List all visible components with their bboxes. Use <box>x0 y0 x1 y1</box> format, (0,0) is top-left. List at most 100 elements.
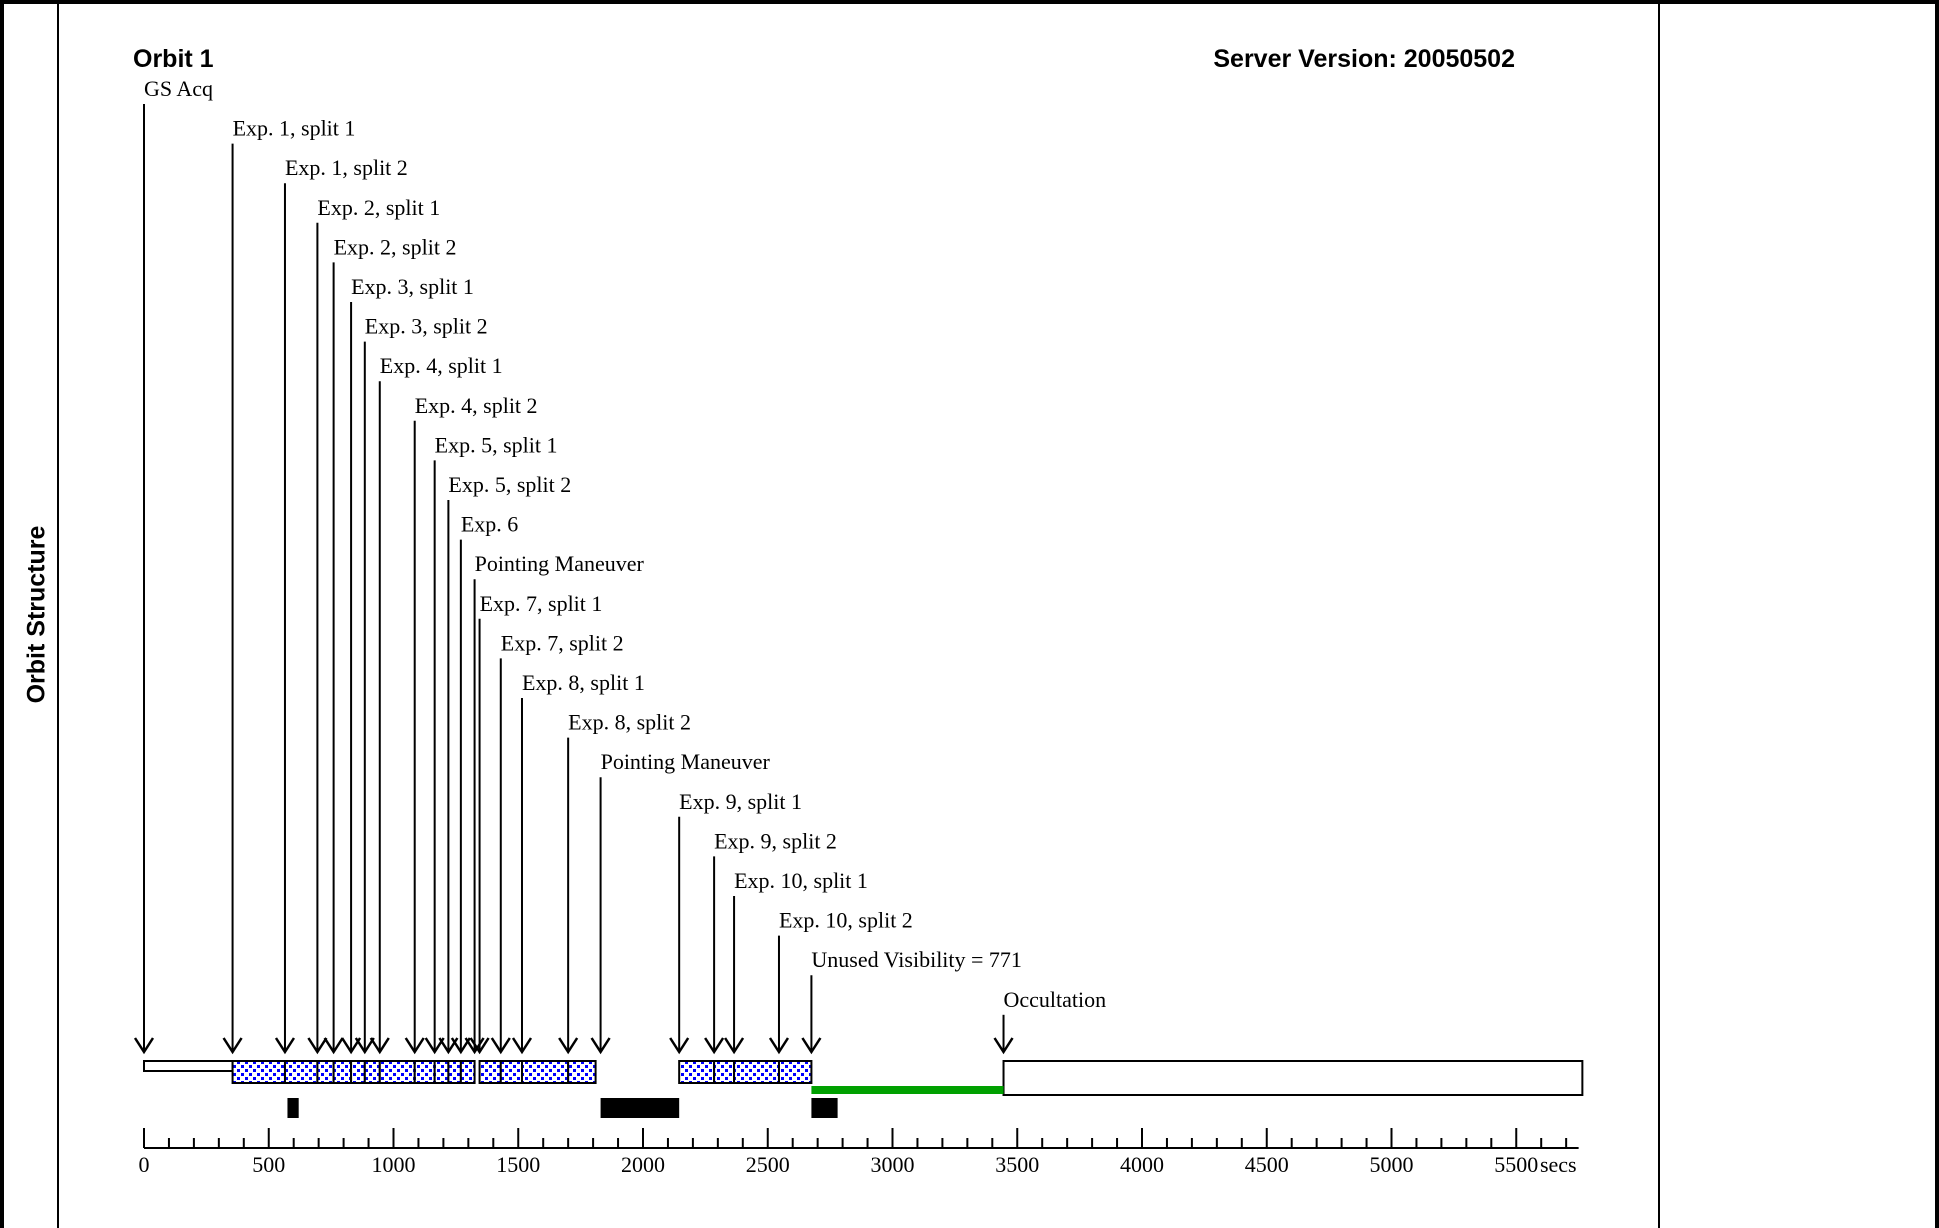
arrow-head-icon <box>704 1037 725 1055</box>
event-marker: Exp. 3, split 2 <box>354 314 488 1055</box>
event-marker: Exp. 9, split 2 <box>704 828 837 1055</box>
timeline-bars <box>143 1060 1584 1096</box>
event-label: Pointing Maneuver <box>601 749 771 774</box>
overhead-blocks <box>287 1098 838 1118</box>
event-markers: GS Acq Exp. 1, split 1 Exp. 1, split 2 Exp.… <box>133 76 1107 1055</box>
exposure-bar <box>378 1060 416 1084</box>
event-marker: Exp. 7, split 2 <box>490 630 624 1055</box>
arrow-head-icon <box>307 1037 328 1055</box>
tick-label: 500 <box>252 1152 285 1177</box>
event-marker: Unused Visibility = 771 <box>801 947 1022 1055</box>
overhead-block <box>811 1098 838 1118</box>
axis-unit-label: secs <box>1540 1152 1577 1177</box>
arrow-head-icon <box>469 1037 490 1055</box>
arrow-head-icon <box>590 1037 611 1055</box>
arrow-head-icon <box>511 1037 533 1055</box>
arrow-head-icon <box>993 1037 1014 1055</box>
unused-visibility-bar <box>811 1086 1004 1094</box>
arrow-head-icon <box>424 1037 445 1055</box>
exposure-bar <box>316 1060 335 1084</box>
event-marker: Exp. 10, split 2 <box>768 908 913 1055</box>
event-label: Exp. 10, split 2 <box>779 908 913 933</box>
arrow-head-icon <box>768 1037 790 1055</box>
event-marker: Pointing Maneuver <box>464 551 645 1055</box>
tick-label: 0 <box>139 1152 150 1177</box>
event-marker: Exp. 5, split 2 <box>438 472 571 1055</box>
arrow-head-icon <box>558 1037 579 1055</box>
arrow-head-icon <box>490 1037 511 1055</box>
event-label: Exp. 3, split 2 <box>365 314 488 339</box>
overhead-block <box>287 1098 299 1118</box>
exposure-bar <box>363 1060 381 1084</box>
event-label: Unused Visibility = 771 <box>811 947 1022 972</box>
event-label: Exp. 1, split 2 <box>285 155 408 180</box>
event-marker: Exp. 8, split 2 <box>558 710 691 1055</box>
event-label: Pointing Maneuver <box>475 551 645 576</box>
exposure-bar <box>520 1060 570 1084</box>
event-label: Exp. 2, split 1 <box>317 195 440 220</box>
event-label: Exp. 7, split 2 <box>501 630 624 655</box>
event-label: Occultation <box>1004 987 1107 1012</box>
overhead-block <box>600 1098 680 1118</box>
arrow-head-icon <box>450 1037 471 1055</box>
exposure-bar <box>350 1060 366 1084</box>
event-label: Exp. 7, split 1 <box>480 591 603 616</box>
exposure-bar <box>713 1060 736 1084</box>
exposure-bar <box>433 1060 450 1084</box>
event-label: Exp. 9, split 2 <box>714 828 837 853</box>
event-marker: Exp. 1, split 2 <box>274 155 408 1055</box>
exposure-bar <box>478 1060 502 1084</box>
tick-label: 1000 <box>372 1152 416 1177</box>
arrow-head-icon <box>274 1037 296 1055</box>
arrow-head-icon <box>669 1037 690 1055</box>
orbit-title: Orbit 1 <box>133 45 214 73</box>
event-marker: Exp. 7, split 1 <box>469 591 603 1055</box>
exposure-bar <box>332 1060 353 1084</box>
time-axis: 0 500 1000 1500 2000 2500 3000 3500 4000 4500 5000… <box>139 1128 1579 1177</box>
exposure-bar <box>733 1060 780 1084</box>
event-marker: Occultation <box>993 987 1107 1055</box>
arrow-head-icon <box>464 1037 485 1055</box>
event-label: Exp. 5, split 1 <box>435 432 558 457</box>
occultation-bar <box>1002 1060 1584 1096</box>
event-label: Exp. 1, split 1 <box>233 116 356 141</box>
event-label: Exp. 8, split 2 <box>568 710 691 735</box>
event-label: Exp. 8, split 1 <box>522 670 645 695</box>
event-marker: Exp. 4, split 2 <box>404 393 538 1055</box>
event-label: Exp. 2, split 2 <box>334 234 457 259</box>
event-label: Exp. 4, split 1 <box>380 353 503 378</box>
tick-label: 2000 <box>621 1152 665 1177</box>
exposure-bar <box>499 1060 523 1084</box>
arrow-head-icon <box>222 1037 243 1055</box>
event-marker: Exp. 6 <box>450 512 518 1055</box>
event-marker: GS Acq <box>133 76 213 1055</box>
arrow-head-icon <box>354 1037 375 1055</box>
tick-label: 3500 <box>995 1152 1039 1177</box>
arrow-head-icon <box>404 1037 425 1055</box>
tick-label: 5000 <box>1370 1152 1414 1177</box>
exposure-bar <box>447 1060 462 1084</box>
event-label: Exp. 6 <box>461 512 518 537</box>
exposure-bar <box>231 1060 286 1084</box>
event-label: GS Acq <box>144 76 213 101</box>
exposure-bar <box>413 1060 436 1084</box>
event-marker: Exp. 1, split 1 <box>222 116 356 1055</box>
arrow-head-icon <box>341 1037 362 1055</box>
exposure-bar <box>283 1060 319 1084</box>
tick-label: 5500 <box>1494 1152 1538 1177</box>
exposure-bar <box>678 1060 716 1084</box>
exposure-bar <box>459 1060 476 1084</box>
event-label: Exp. 4, split 2 <box>415 393 538 418</box>
arrow-head-icon <box>369 1037 390 1055</box>
arrow-head-icon <box>724 1037 745 1055</box>
event-marker: Exp. 10, split 1 <box>724 868 868 1055</box>
tick-label: 3000 <box>871 1152 915 1177</box>
event-label: Exp. 5, split 2 <box>448 472 571 497</box>
tick-label: 1500 <box>496 1152 540 1177</box>
event-label: Exp. 10, split 1 <box>734 868 868 893</box>
event-marker: Exp. 8, split 1 <box>511 670 645 1055</box>
arrow-head-icon <box>801 1037 822 1055</box>
